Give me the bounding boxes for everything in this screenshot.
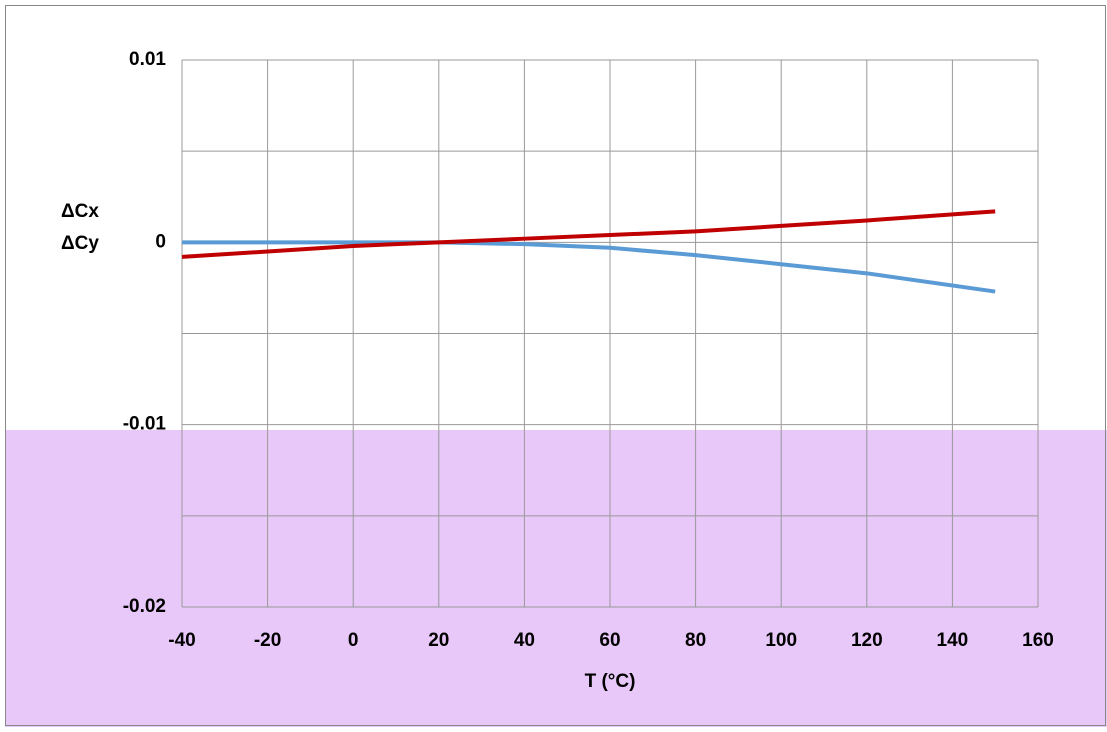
y-tick-label: -0.02: [123, 596, 166, 617]
y-axis-label: ΔCx: [61, 201, 99, 222]
x-tick-label: -40: [168, 630, 195, 651]
x-tick-label: 0: [348, 630, 359, 651]
x-tick-label: 20: [428, 630, 449, 651]
y-tick-label: 0.01: [129, 49, 166, 70]
y-axis-label: ΔCy: [61, 233, 99, 254]
x-tick-label: 40: [514, 630, 535, 651]
y-tick-label: -0.01: [123, 414, 167, 435]
x-tick-label: 80: [685, 630, 706, 651]
x-axis-label: T (°C): [585, 671, 636, 692]
x-tick-label: 60: [599, 630, 620, 651]
data-line: [181, 209, 996, 259]
overlay: [5, 430, 1107, 727]
x-tick-label: 100: [765, 630, 797, 651]
x-tick-label: 140: [937, 630, 969, 651]
x-tick-label: 120: [851, 630, 883, 651]
x-tick-label: 160: [1022, 630, 1054, 651]
y-tick-label: 0: [155, 231, 166, 252]
x-tick-label: -20: [254, 630, 281, 651]
chart-frame: [5, 5, 1106, 726]
data-line: [182, 240, 996, 294]
